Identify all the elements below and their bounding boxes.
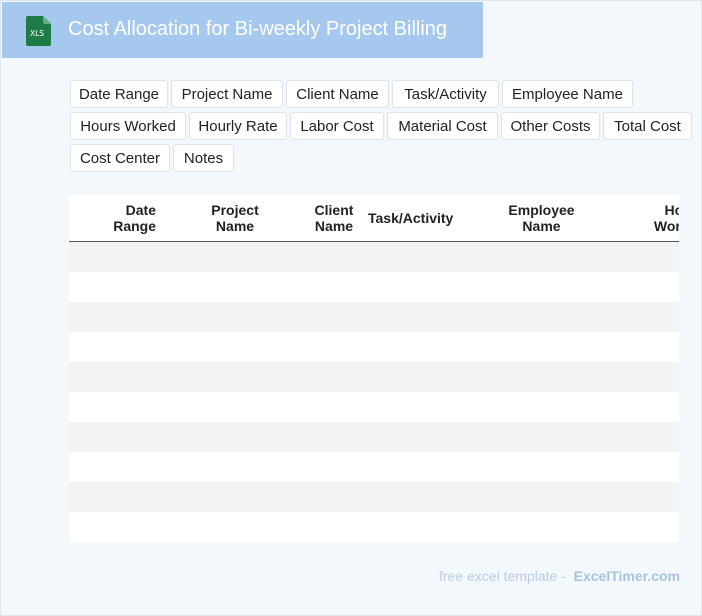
table-row[interactable] — [69, 422, 679, 452]
column-header-client-name-line2: Name — [314, 218, 354, 234]
field-chip-material-cost[interactable]: Material Cost — [387, 112, 498, 140]
field-chip-notes[interactable]: Notes — [173, 144, 234, 172]
column-header-task-activity-label: Task/Activity — [368, 210, 454, 226]
table-row[interactable] — [69, 512, 679, 542]
column-header-employee-name[interactable]: Employee Name — [499, 195, 584, 241]
column-header-date-range-line1: Date — [125, 202, 156, 218]
footer-credit: free excel template - ExcelTimer.com — [439, 568, 680, 584]
column-header-project-name[interactable]: Project Name — [199, 195, 271, 241]
column-header-hours-worked-line1: Hours — [664, 202, 679, 218]
field-chip-hourly-rate[interactable]: Hourly Rate — [189, 112, 287, 140]
field-chip-hours-worked[interactable]: Hours Worked — [70, 112, 186, 140]
field-chip-date-range[interactable]: Date Range — [70, 80, 168, 108]
field-chip-employee-name[interactable]: Employee Name — [502, 80, 633, 108]
column-header-employee-name-line1: Employee — [508, 202, 575, 218]
footer-text: free excel template - — [439, 568, 566, 584]
excel-file-icon-label: XLS — [30, 29, 44, 38]
table-row[interactable] — [69, 302, 679, 332]
excel-file-icon: XLS — [26, 16, 51, 46]
table-row[interactable] — [69, 332, 679, 362]
table-row[interactable] — [69, 362, 679, 392]
field-chip-total-cost[interactable]: Total Cost — [603, 112, 692, 140]
table-header: Date Range Project Name Client Name Task/Ac… — [69, 195, 679, 243]
table-row[interactable] — [69, 452, 679, 482]
page-title: Cost Allocation for Bi-weekly Project Bi… — [68, 18, 448, 40]
column-header-date-range-line2: Range — [113, 218, 156, 234]
table-row[interactable] — [69, 482, 679, 512]
field-chip-task-activity[interactable]: Task/Activity — [392, 80, 499, 108]
table-row[interactable] — [69, 392, 679, 422]
table-row[interactable] — [69, 272, 679, 302]
column-header-hours-worked-line2: Worked — [653, 218, 679, 234]
column-header-client-name-line1: Client — [314, 202, 354, 218]
field-chip-labor-cost[interactable]: Labor Cost — [290, 112, 384, 140]
table-row[interactable] — [69, 242, 679, 272]
column-header-client-name[interactable]: Client Name — [304, 195, 364, 241]
column-header-task-activity[interactable]: Task/Activity — [368, 195, 478, 241]
field-chip-cost-center[interactable]: Cost Center — [70, 144, 170, 172]
column-header-date-range[interactable]: Date Range — [89, 195, 156, 241]
field-chip-project-name[interactable]: Project Name — [171, 80, 283, 108]
column-header-employee-name-line2: Name — [522, 218, 561, 234]
field-chip-other-costs[interactable]: Other Costs — [501, 112, 600, 140]
column-header-project-name-line2: Name — [215, 218, 255, 234]
header-bar: XLS Cost Allocation for Bi-weekly Projec… — [2, 2, 483, 58]
data-table: Date Range Project Name Client Name Task/Ac… — [69, 195, 679, 542]
footer-brand-link[interactable]: ExcelTimer.com — [573, 568, 680, 584]
column-header-project-name-line1: Project — [211, 202, 259, 218]
field-chip-client-name[interactable]: Client Name — [286, 80, 389, 108]
